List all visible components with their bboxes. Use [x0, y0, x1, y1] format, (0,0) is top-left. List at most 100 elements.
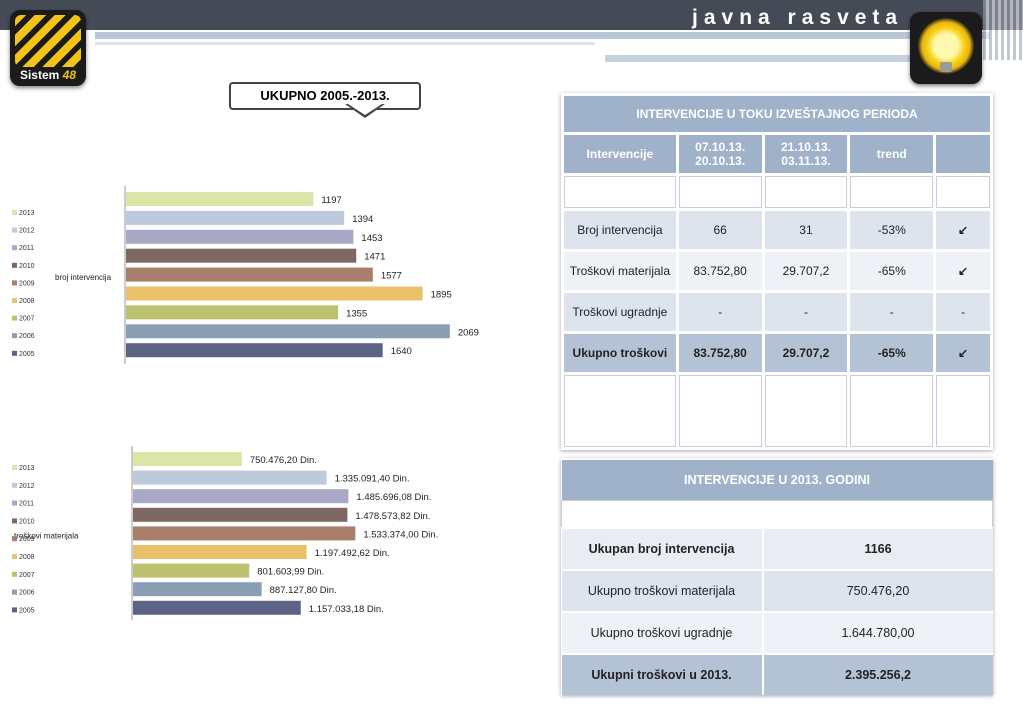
row-value: 1.644.780,00 — [761, 611, 993, 654]
cell-trend: -53% — [850, 211, 934, 249]
bar-value-label: 1471 — [364, 252, 385, 263]
table-row: Broj intervencija 66 31 -53% ↙ — [564, 211, 990, 249]
bar-value-label: 1.157.033,18 Din. — [309, 604, 384, 615]
legend-entry: 2007 — [19, 316, 35, 323]
cell-period2: 29.707,2 — [764, 252, 848, 290]
cell-period2: 29.707,2 — [764, 334, 848, 372]
bar-2009 — [133, 526, 356, 541]
bar-2008 — [133, 545, 307, 559]
lightbulb-base — [940, 62, 952, 72]
legend-swatch — [12, 500, 17, 506]
bar-value-label: 1.197.492,62 Din. — [315, 548, 390, 559]
legend-swatch — [12, 315, 17, 321]
cell-trend: -65% — [850, 334, 934, 372]
row-label: Ukupni troškovi u 2013. — [561, 653, 763, 695]
bar-2012 — [126, 210, 345, 225]
table-row-total: Ukupno troškovi 83.752,80 29.707,2 -65% … — [564, 334, 990, 372]
bar-value-label: 1577 — [381, 271, 402, 282]
legend-swatch — [12, 518, 17, 524]
legend-entry: 2006 — [19, 590, 35, 597]
legend-swatch — [12, 607, 17, 613]
legend-entry: 2005 — [19, 351, 35, 358]
category-label: broj intervencija — [55, 273, 112, 282]
period-callout: UKUPNO 2005.-2013. — [229, 82, 421, 110]
bar-value-label: 1.485.696,08 Din. — [356, 492, 431, 503]
cell-period2: - — [764, 293, 848, 331]
legend-swatch — [12, 465, 17, 470]
legend-swatch — [12, 589, 17, 595]
table-row: Ukupno troškovi ugradnje 1.644.780,00 — [561, 611, 993, 654]
period-interventions-table: INTERVENCIJE U TOKU IZVEŠTAJNOG PERIODA … — [561, 93, 993, 450]
legend-swatch — [12, 227, 17, 233]
bar-value-label: 1197 — [321, 195, 341, 206]
cell-period2: 31 — [764, 211, 848, 249]
legend-swatch — [12, 571, 17, 577]
legend-entry: 2005 — [19, 607, 35, 614]
legend-entry: 2012 — [19, 228, 35, 235]
sistem48-logo: Sistem 48 — [10, 10, 86, 86]
header-stripe-lower — [605, 55, 935, 62]
header-stripe — [95, 32, 990, 39]
bar-value-label: 1895 — [431, 290, 452, 301]
col-header-period1: 07.10.13. 20.10.13. — [678, 135, 762, 173]
row-label: Ukupno troškovi ugradnje — [561, 611, 763, 654]
lightbulb-icon — [910, 12, 982, 84]
table-row-total: Ukupni troškovi u 2013. 2.395.256,2 — [561, 653, 993, 695]
legend-entry: 2010 — [19, 263, 35, 270]
bar-2013 — [126, 192, 314, 206]
row-value: 2.395.256,2 — [761, 653, 993, 695]
legend-swatch — [12, 262, 17, 268]
logo-text: Sistem 48 — [19, 68, 77, 82]
table-row: Ukupno troškovi materijala 750.476,20 — [561, 569, 993, 612]
col-header-period2: 21.10.13. 03.11.13. — [764, 135, 848, 173]
cell-trend: - — [850, 293, 934, 331]
bar-2009 — [126, 267, 373, 282]
row-label: Ukupno troškovi materijala — [561, 569, 763, 612]
bar-2011 — [133, 489, 349, 504]
trend-down-arrow-icon: ↙ — [936, 211, 990, 249]
legend-entry: 2012 — [19, 483, 35, 490]
bar-value-label: 1355 — [346, 308, 367, 319]
legend-entry: 2011 — [19, 245, 34, 252]
chart-broj-intervencija: broj intervencija 1197 2013 1394 2012 1453 201… — [12, 186, 479, 365]
bar-value-label: 2069 — [458, 327, 479, 338]
cell-period1: 66 — [678, 211, 762, 249]
bar-2011 — [126, 229, 354, 244]
bar-2012 — [133, 470, 327, 485]
chart-troskovi-materijala: troškovi materijala 750.476,20 Din. 2013 1.… — [12, 446, 438, 620]
legend-swatch — [12, 536, 17, 542]
bar-2006 — [133, 582, 262, 597]
legend-entry: 2009 — [19, 280, 35, 287]
bar-value-label: 1.533.374,00 Din. — [363, 529, 438, 540]
table-row: Troškovi ugradnje - - - - — [564, 293, 990, 331]
row-value: 1166 — [761, 527, 993, 570]
legend-entry: 2013 — [19, 465, 35, 472]
legend-entry: 2008 — [19, 298, 35, 305]
cell-period1: - — [678, 293, 762, 331]
bar-value-label: 801.603,99 Din. — [257, 567, 324, 578]
header-stripe-thin — [95, 42, 595, 45]
legend-entry: 2007 — [19, 572, 35, 579]
year-table-title: INTERVENCIJE U 2013. GODINI — [561, 458, 993, 501]
row-value: 750.476,20 — [761, 569, 993, 612]
col-header-direction — [936, 135, 990, 173]
logo-graphic — [15, 15, 81, 67]
bar-2010 — [133, 507, 348, 522]
period-table-title: INTERVENCIJE U TOKU IZVEŠTAJNOG PERIODA — [564, 96, 990, 132]
row-label: Ukupno troškovi — [564, 334, 676, 372]
col-header-trend: trend — [850, 135, 934, 173]
legend-swatch — [12, 280, 17, 286]
row-label: Troškovi ugradnje — [564, 293, 676, 331]
bar-2005 — [126, 343, 383, 358]
cell-period1: 83.752,80 — [678, 334, 762, 372]
legend-entry: 2006 — [19, 333, 35, 340]
trend-down-arrow-icon: ↙ — [936, 334, 990, 372]
bar-2007 — [133, 563, 250, 578]
bar-2013 — [133, 452, 242, 466]
legend-entry: 2011 — [19, 501, 34, 508]
legend-swatch — [12, 245, 17, 251]
deck-title: javna rasveta — [692, 6, 904, 29]
cell-direction: - — [936, 293, 990, 331]
bar-value-label: 1453 — [361, 233, 382, 244]
bar-2010 — [126, 248, 357, 263]
